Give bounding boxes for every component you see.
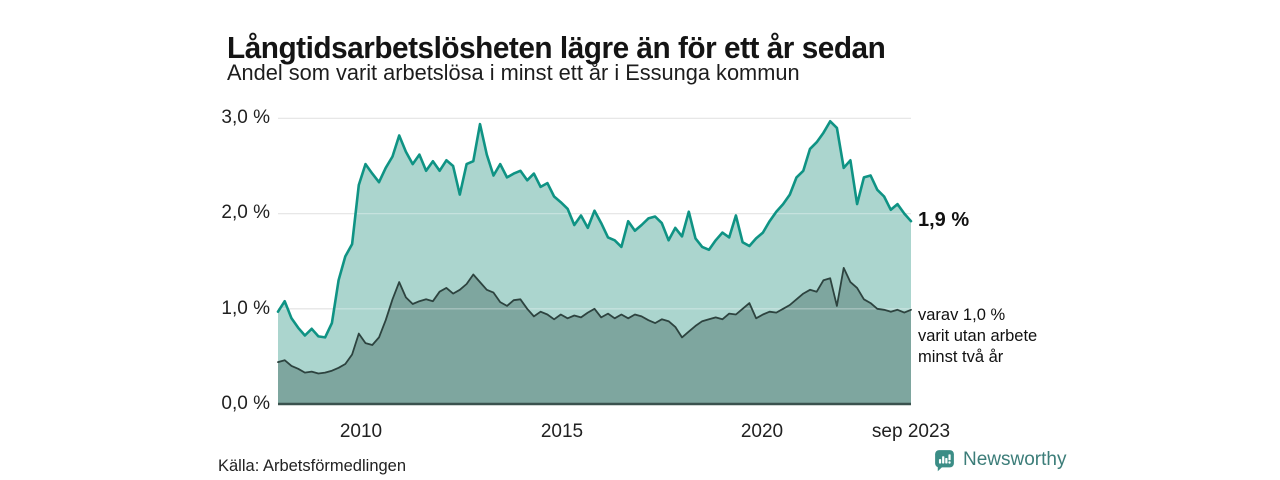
x-tick-2010: 2010 — [339, 421, 383, 442]
x-tick-2015: 2015 — [540, 421, 584, 442]
lower-series-end-label-line2: varit utan arbete — [918, 327, 1038, 345]
x-tick-2020: 2020 — [740, 421, 784, 442]
y-tick-2: 2,0 % — [221, 202, 270, 223]
lower-line — [277, 266, 912, 375]
lower-series-end-label-line1: varav 1,0 % — [918, 306, 1006, 324]
brand-logo: Newsworthy — [933, 448, 1066, 472]
upper-series-end-label: 1,9 % — [918, 209, 970, 231]
upper-line — [276, 120, 913, 339]
newsworthy-icon-bubble — [935, 450, 954, 472]
brand-name: Newsworthy — [963, 449, 1067, 470]
y-tick-1: 1,0 % — [221, 298, 270, 319]
page-title: Långtidsarbetslösheten lägre än för ett … — [227, 29, 886, 65]
chart-subtitle: Andel som varit arbetslösa i minst ett å… — [227, 60, 800, 85]
source-note: Källa: Arbetsförmedlingen — [218, 457, 407, 475]
y-tick-3: 3,0 % — [221, 107, 270, 128]
newsworthy-icon-bars — [938, 454, 951, 464]
lower-series-end-label: varav 1,0 % varit utan arbete minst två … — [918, 305, 1037, 368]
lower-area — [278, 267, 911, 404]
y-tick-0: 0,0 % — [221, 393, 270, 414]
newsworthy-icon — [935, 450, 954, 472]
x-tick-sep-2023: sep 2023 — [871, 421, 951, 442]
lower-series-end-label-line3: minst två år — [918, 348, 1004, 366]
